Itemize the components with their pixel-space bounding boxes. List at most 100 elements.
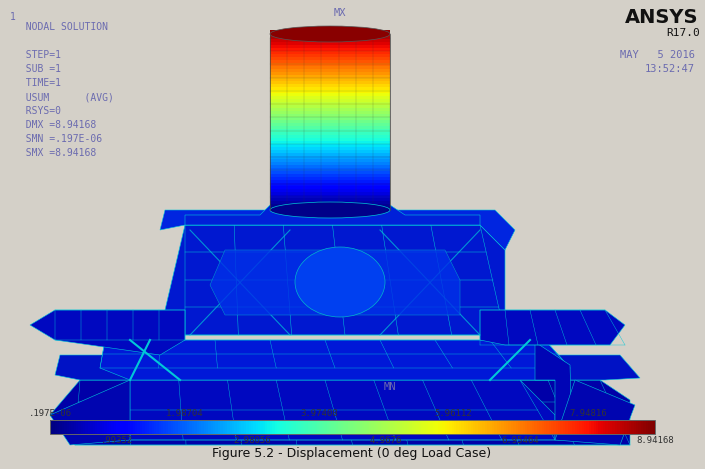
Bar xyxy=(310,420,312,434)
Bar xyxy=(606,420,608,434)
Bar xyxy=(270,144,390,147)
Bar xyxy=(284,420,286,434)
Bar xyxy=(485,420,487,434)
Bar xyxy=(419,420,421,434)
Bar xyxy=(234,420,237,434)
Text: MAY   5 2016: MAY 5 2016 xyxy=(620,50,695,60)
Bar xyxy=(213,420,216,434)
Ellipse shape xyxy=(295,247,385,317)
Bar xyxy=(99,420,102,434)
Bar xyxy=(575,420,577,434)
Bar xyxy=(270,183,390,186)
Polygon shape xyxy=(165,225,505,335)
Bar xyxy=(388,420,391,434)
Bar xyxy=(270,75,390,78)
Bar xyxy=(577,420,580,434)
Polygon shape xyxy=(210,250,460,315)
Bar xyxy=(421,420,424,434)
Bar xyxy=(211,420,213,434)
Bar xyxy=(438,420,440,434)
Bar xyxy=(336,420,338,434)
Bar xyxy=(639,420,641,434)
Bar xyxy=(643,420,646,434)
Bar xyxy=(251,420,253,434)
Bar xyxy=(232,420,234,434)
Bar xyxy=(338,420,341,434)
Bar xyxy=(428,420,431,434)
Bar xyxy=(518,420,520,434)
Bar xyxy=(73,420,76,434)
Bar xyxy=(570,420,572,434)
Bar xyxy=(511,420,513,434)
Bar xyxy=(580,420,582,434)
Bar xyxy=(433,420,435,434)
Bar xyxy=(187,420,190,434)
Bar xyxy=(130,420,133,434)
Bar xyxy=(348,420,350,434)
Bar xyxy=(95,420,97,434)
Bar xyxy=(69,420,71,434)
Bar xyxy=(140,420,142,434)
Bar xyxy=(333,420,336,434)
Bar xyxy=(534,420,537,434)
Text: STEP=1: STEP=1 xyxy=(14,50,61,60)
Bar xyxy=(480,420,482,434)
Bar xyxy=(303,420,305,434)
Bar xyxy=(225,420,227,434)
Polygon shape xyxy=(555,380,635,445)
Bar xyxy=(50,420,655,434)
Bar xyxy=(622,420,624,434)
Text: 6.95464: 6.95464 xyxy=(502,436,539,445)
Bar xyxy=(589,420,591,434)
Bar xyxy=(522,420,525,434)
Bar xyxy=(504,420,506,434)
Polygon shape xyxy=(100,380,555,440)
Bar xyxy=(449,420,452,434)
Bar xyxy=(475,420,478,434)
Bar xyxy=(133,420,135,434)
Bar xyxy=(367,420,369,434)
Bar xyxy=(435,420,438,434)
Bar xyxy=(270,150,390,153)
Bar xyxy=(55,420,57,434)
Bar xyxy=(572,420,575,434)
Bar xyxy=(270,141,390,144)
Bar xyxy=(395,420,398,434)
Bar xyxy=(364,420,367,434)
Bar xyxy=(270,48,390,51)
Ellipse shape xyxy=(270,26,390,42)
Bar xyxy=(270,162,390,165)
Bar xyxy=(596,420,599,434)
Text: 5.96112: 5.96112 xyxy=(434,409,472,418)
Bar xyxy=(78,420,81,434)
Bar xyxy=(360,420,362,434)
Bar xyxy=(216,420,218,434)
Bar xyxy=(544,420,546,434)
Text: RSYS=0: RSYS=0 xyxy=(14,106,61,116)
Polygon shape xyxy=(100,340,570,380)
Bar xyxy=(345,420,348,434)
Bar xyxy=(634,420,636,434)
Bar xyxy=(106,420,109,434)
Bar xyxy=(563,420,565,434)
Bar xyxy=(270,66,390,69)
Bar xyxy=(350,420,352,434)
Bar xyxy=(270,60,390,63)
Polygon shape xyxy=(55,355,640,380)
Bar xyxy=(499,420,501,434)
Bar xyxy=(270,198,390,201)
Bar xyxy=(270,159,390,162)
Bar xyxy=(560,420,563,434)
Bar xyxy=(88,420,90,434)
Bar xyxy=(137,420,140,434)
Bar xyxy=(558,420,560,434)
Bar xyxy=(194,420,197,434)
Bar xyxy=(426,420,428,434)
Bar xyxy=(92,420,95,434)
Bar xyxy=(355,420,357,434)
Bar xyxy=(157,420,159,434)
Bar xyxy=(66,420,69,434)
Bar xyxy=(270,129,390,132)
Bar xyxy=(125,420,128,434)
Bar xyxy=(279,420,281,434)
